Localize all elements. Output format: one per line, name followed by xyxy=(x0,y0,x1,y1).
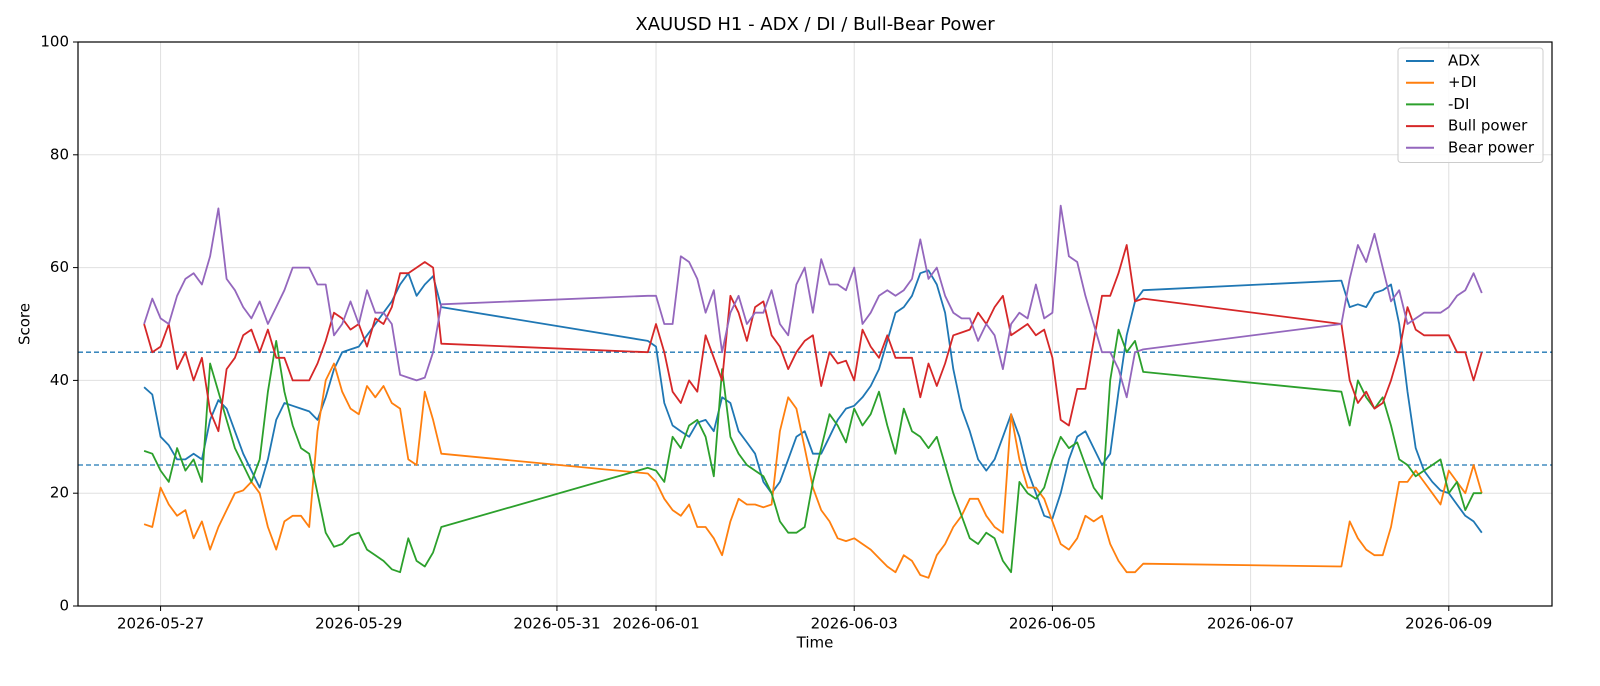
y-tick-label: 60 xyxy=(50,258,69,276)
chart-title: XAUUSD H1 - ADX / DI / Bull-Bear Power xyxy=(635,14,995,35)
series-line xyxy=(143,328,1482,574)
y-tick-label: 20 xyxy=(50,484,69,502)
x-tick-label: 2026-05-27 xyxy=(117,615,204,633)
y-tick-label: 100 xyxy=(40,33,69,51)
x-tick-label: 2026-06-05 xyxy=(1009,615,1096,633)
x-tick-label: 2026-06-09 xyxy=(1405,615,1492,633)
legend-label: Bear power xyxy=(1448,138,1535,156)
legend-label: +DI xyxy=(1448,73,1477,91)
x-tick-label: 2026-06-03 xyxy=(811,615,898,633)
y-tick-label: 80 xyxy=(50,145,69,163)
series-line xyxy=(143,204,1483,399)
x-tick-label: 2026-05-29 xyxy=(315,615,402,633)
legend-label: Bull power xyxy=(1448,117,1528,135)
series-line xyxy=(143,362,1483,579)
x-tick-label: 2026-06-07 xyxy=(1207,615,1294,633)
x-tick-label: 2026-06-01 xyxy=(612,615,699,633)
legend-label: ADX xyxy=(1448,52,1480,70)
series-line xyxy=(143,244,1483,433)
plot-frame xyxy=(77,41,1553,607)
legend-label: -DI xyxy=(1448,95,1469,113)
legend-box xyxy=(1397,47,1544,163)
series-line xyxy=(143,269,1483,534)
x-axis-label: Time xyxy=(796,634,834,652)
y-axis-label: Score xyxy=(16,303,34,345)
y-tick-label: 0 xyxy=(59,597,69,615)
x-tick-label: 2026-05-31 xyxy=(513,615,600,633)
y-tick-label: 40 xyxy=(50,371,69,389)
